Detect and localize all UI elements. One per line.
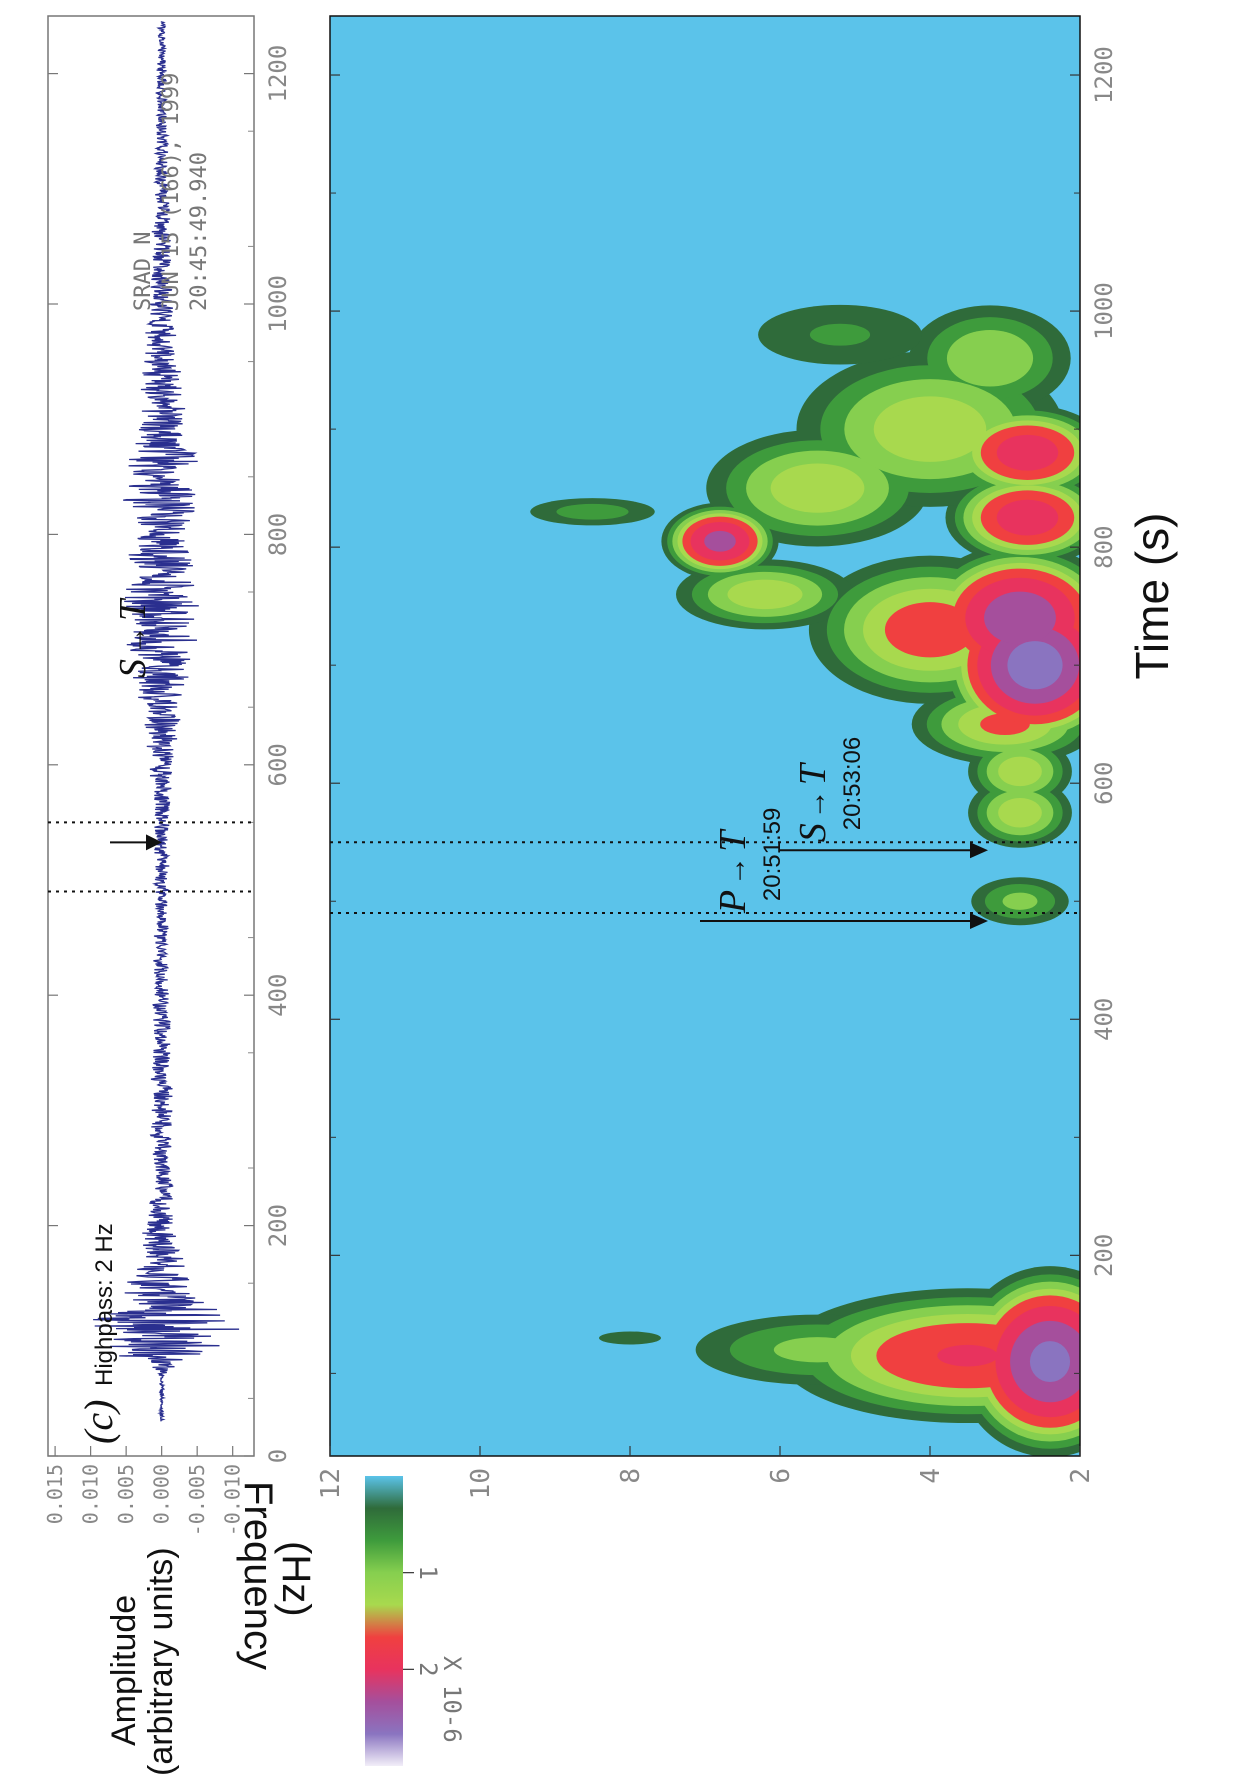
panel-label: (c) xyxy=(76,1400,121,1444)
station-name: SRAD N xyxy=(131,232,156,311)
spectrogram-blob xyxy=(873,396,987,462)
seis-x-tick-label: 200 xyxy=(264,1204,292,1247)
spectrogram-ylabel-line2: (Hz) xyxy=(274,1541,318,1617)
seis-x-tick-label: 800 xyxy=(264,513,292,556)
spec-marker-arrow-head xyxy=(970,913,988,930)
spectrogram-blob xyxy=(704,530,736,552)
spectrogram-blob xyxy=(1002,892,1038,910)
seis-x-tick-label: 400 xyxy=(264,974,292,1017)
spectrogram-ylabel-line1: Frequency xyxy=(236,1481,280,1670)
seis-x-tick-label: 600 xyxy=(264,743,292,786)
colorbar: 21 X 10-6 xyxy=(365,1476,466,1766)
seis-s-arrow-head xyxy=(146,834,162,851)
seis-y-tick-label: 0.005 xyxy=(114,1464,138,1524)
seis-y-tick-label: 0.000 xyxy=(150,1464,174,1524)
spectrogram-blob xyxy=(770,463,865,513)
spec-x-tick-label: 200 xyxy=(1090,1234,1118,1277)
seis-y-tick-label: 0.010 xyxy=(79,1464,103,1524)
spectrogram-blob xyxy=(773,1337,862,1363)
spectrogram-blob xyxy=(937,1344,998,1367)
colorbar-ticks: 21 xyxy=(403,1565,442,1677)
spec-x-tick-label: 1000 xyxy=(1090,282,1118,340)
seis-x-tick-label: 0 xyxy=(264,1449,292,1463)
spec-marker-clock: 20:51:59 xyxy=(759,808,786,901)
spectrogram-blob xyxy=(884,602,976,658)
seismogram-trace xyxy=(93,21,240,1422)
station-date: JUN 15 (166), 1999 xyxy=(159,73,184,311)
colorbar-tick-label: 2 xyxy=(414,1662,442,1676)
spectrogram-blob xyxy=(1029,1341,1071,1383)
spec-y-tick-label: 6 xyxy=(766,1468,796,1484)
seismogram-ylabel-line1: Amplitude xyxy=(105,1595,143,1746)
seismogram-panel: 0 200 400 600 800 1000 1200 0.015 0.010 0.005 0.00… xyxy=(43,15,292,1776)
seismogram-arrival-markers xyxy=(48,821,254,893)
spec-y-tick-label: 12 xyxy=(316,1468,346,1499)
spec-marker-arrow-head xyxy=(970,842,988,859)
spectrogram-xlabel: Time (s) xyxy=(1126,513,1178,680)
s-to-t-label-top: S→T xyxy=(112,597,154,678)
colorbar-bar xyxy=(365,1476,403,1766)
seismogram-plot-area xyxy=(47,15,255,1457)
highpass-annotation: Highpass: 2 Hz xyxy=(91,1223,118,1386)
spectrogram-blob xyxy=(946,330,1034,387)
seis-y-tick-label: -0.010 xyxy=(221,1464,245,1536)
spec-marker-label: P→T xyxy=(712,828,754,914)
spec-marker-label: S→T xyxy=(792,761,834,842)
spectrogram-blob xyxy=(599,1331,661,1345)
seismogram-ticks: 0 200 400 600 800 1000 1200 0.015 0.010 0.005 0.00… xyxy=(43,45,292,1537)
seis-x-tick-label: 1000 xyxy=(264,275,292,333)
spectrogram-blob xyxy=(556,503,629,520)
spectrogram-blob xyxy=(996,499,1059,536)
spec-x-tick-label: 1200 xyxy=(1090,46,1118,104)
spec-x-tick-label: 600 xyxy=(1090,762,1118,805)
spectrogram-blob xyxy=(998,797,1042,828)
spectrogram-arrival-markers: P→T 20:51:59 S→T 20:53:06 xyxy=(330,737,1080,930)
colorbar-label: X 10-6 xyxy=(438,1656,466,1743)
spectrogram-ticks: 200 400 600 800 1000 1200 2 4 6 8 10 12 xyxy=(316,46,1118,1499)
colorbar-tick-label: 1 xyxy=(414,1565,442,1579)
spectrogram-blob xyxy=(727,579,803,610)
seis-x-tick-label: 1200 xyxy=(264,45,292,103)
seis-y-tick-label: -0.005 xyxy=(185,1464,209,1536)
spectrogram-image xyxy=(330,16,1080,1456)
spec-x-tick-label: 800 xyxy=(1090,525,1118,568)
spectrogram-blob xyxy=(996,434,1059,471)
spectrogram-blob xyxy=(1007,641,1063,690)
spec-marker-clock: 20:53:06 xyxy=(839,737,866,830)
spec-y-tick-label: 4 xyxy=(916,1468,946,1484)
spectrogram-blob xyxy=(984,591,1056,645)
seis-y-tick-label: 0.015 xyxy=(43,1464,67,1524)
spectrogram-blob xyxy=(809,323,871,346)
seismogram-ylabel-line2: (arbitrary units) xyxy=(142,1547,180,1776)
spectrogram-plot-area xyxy=(329,15,1081,1457)
seismogram-line xyxy=(93,21,240,1422)
spec-y-tick-label: 10 xyxy=(466,1468,496,1499)
spec-y-tick-label: 2 xyxy=(1066,1468,1096,1484)
spectrogram-blob xyxy=(998,756,1042,787)
station-start-time: 20:45:49.940 xyxy=(187,152,212,311)
spec-y-tick-label: 8 xyxy=(616,1468,646,1484)
spec-x-tick-label: 400 xyxy=(1090,998,1118,1041)
